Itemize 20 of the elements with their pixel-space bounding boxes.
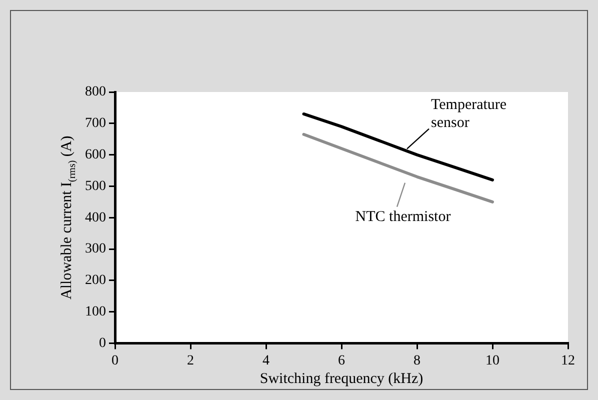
y-tick-label: 200 [85,273,106,288]
y-tick-label: 700 [85,116,106,132]
y-tick-label: 600 [85,147,106,162]
x-tick-label: 2 [187,353,194,368]
x-tick-label: 10 [486,353,500,368]
x-tick-label: 4 [262,353,270,368]
y-axis-title: Allowable current I(rms) (A) [59,136,78,300]
y-tick-label: 100 [85,304,106,320]
y-tick-label: 400 [85,210,106,226]
y-tick-label: 500 [85,178,106,194]
y-tick-label: 800 [85,84,106,100]
legend-label: NTC thermistor [355,208,451,225]
y-tick-label: 300 [85,242,106,257]
x-tick-label: 8 [414,353,420,368]
y-tick-label: 0 [99,336,106,351]
x-tick-label: 6 [338,353,345,368]
series-label: Temperature sensor [431,96,507,131]
x-tick-label: 0 [112,353,118,368]
x-axis-title: Switching frequency (kHz) [260,371,424,388]
x-tick-label: 12 [561,353,575,368]
